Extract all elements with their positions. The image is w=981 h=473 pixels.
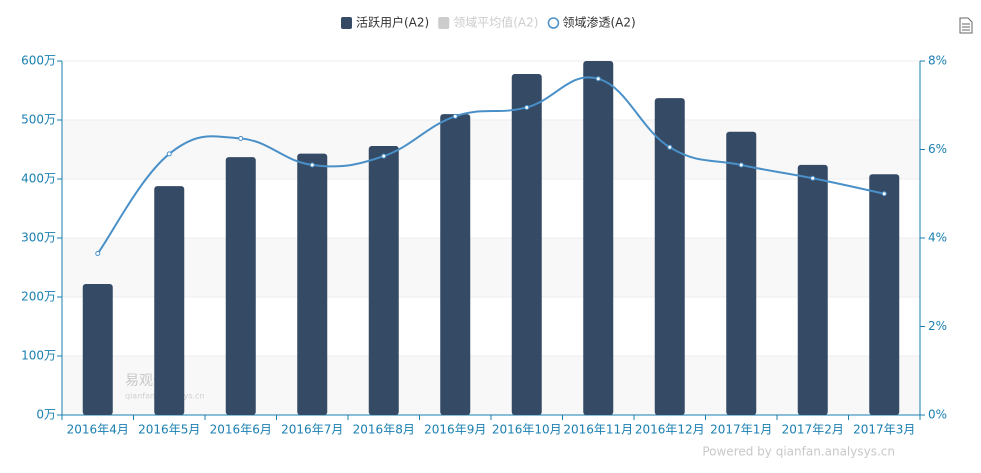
x-tick-label: 2016年12月 [635,423,705,437]
bar [368,145,399,415]
x-tick-label: 2017年2月 [782,423,844,437]
y-tick-label: 600万 [21,54,56,68]
line-point [309,162,315,168]
y2-tick-label: 0% [928,408,947,422]
legend-item[interactable]: 领域渗透(A2) [547,15,636,30]
y-tick-label: 0万 [36,408,56,422]
bar [726,131,757,416]
line-point [524,104,530,110]
line-point [381,153,387,159]
bar [225,157,256,416]
x-tick-label: 2016年10月 [492,423,562,437]
plot-band [62,238,920,297]
credit: Powered by qianfan.analysys.cn [702,445,895,459]
line-point [238,135,244,141]
line-point [738,162,744,168]
line-point [810,175,816,181]
export-icon[interactable] [959,17,973,34]
icon-outline [959,17,973,34]
line-point [95,250,101,256]
y-tick-label: 400万 [21,172,56,186]
plot-band [62,120,920,179]
x-tick-label: 2016年9月 [424,423,486,437]
x-tick-label: 2016年4月 [67,423,129,437]
legend-label: 领域平均值(A2) [453,15,538,30]
y2-tick-label: 8% [928,54,947,68]
x-tick-label: 2017年1月 [710,423,772,437]
legend-label: 活跃用户(A2) [356,15,429,30]
plot-band [62,356,920,415]
y2-tick-label: 4% [928,231,947,245]
bar [440,114,471,415]
line-point [881,191,887,197]
legend-symbol [341,17,352,29]
x-tick-label: 2017年3月 [853,423,915,437]
bar [654,98,685,416]
legend-item[interactable]: 活跃用户(A2) [341,15,429,30]
icon-lines [962,23,970,31]
legend-symbol [547,17,560,29]
bar [511,73,542,415]
y2-tick-label: 2% [928,319,947,333]
y-tick-label: 100万 [21,349,56,363]
x-tick-label: 2016年11月 [563,423,633,437]
bar [797,164,828,415]
x-tick-label: 2016年6月 [210,423,272,437]
x-tick-label: 2016年8月 [353,423,415,437]
y-tick-label: 200万 [21,290,56,304]
legend-symbol [438,17,450,29]
bar [154,186,185,415]
legend-label: 领域渗透(A2) [562,15,635,30]
y-tick-label: 300万 [21,231,56,245]
y2-tick-label: 6% [928,142,947,156]
x-tick-label: 2016年5月 [138,423,200,437]
legend-item[interactable]: 领域平均值(A2) [438,15,538,30]
bar [82,284,113,415]
bar [583,61,614,415]
line-point [166,151,172,157]
bar [297,153,328,415]
bar [869,174,900,415]
line-point [667,144,673,150]
x-tick-label: 2016年7月 [281,423,343,437]
y-tick-label: 500万 [21,113,56,127]
line-point [595,76,601,82]
line-point [452,113,458,119]
